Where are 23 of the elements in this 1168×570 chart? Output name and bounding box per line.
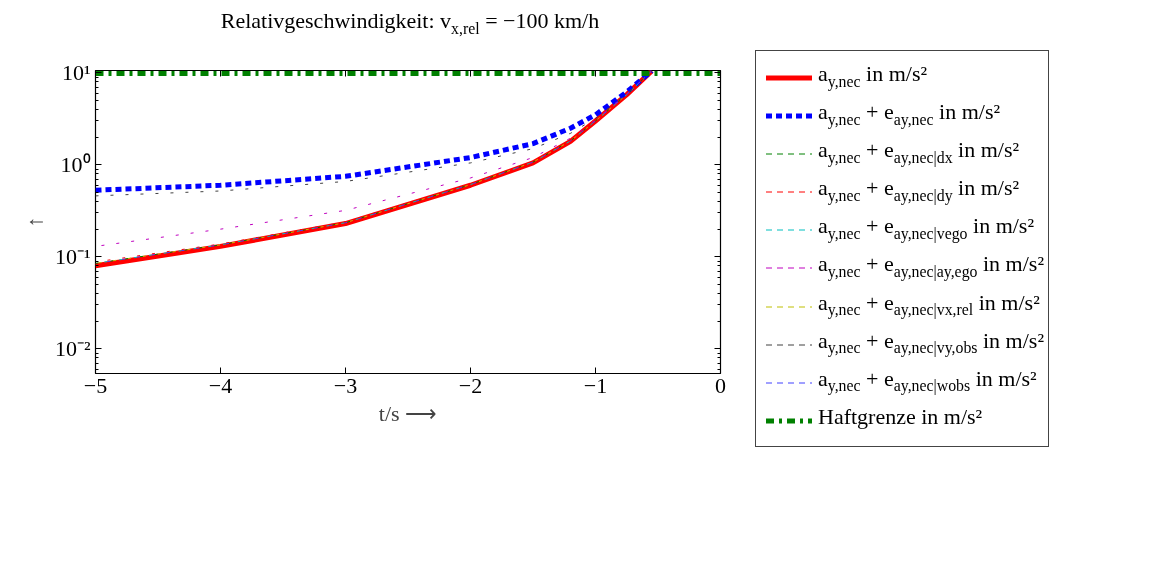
x-tick-label: −1 — [583, 372, 608, 398]
legend-label: a$_{y,nec}$ + e$_{ay,nec}$ in m/s² — [818, 98, 1002, 131]
legend-label: a$_{y,nec}$ + e$_{ay,nec|vego}$ in m/s² — [818, 212, 1036, 245]
x-tick-label: −2 — [458, 372, 483, 398]
x-tick-label: −4 — [208, 372, 233, 398]
x-axis-title: t/s ⟶ — [378, 400, 438, 426]
legend-label: a$_{y,nec}$ + e$_{ay,nec|dy}$ in m/s² — [818, 174, 1021, 207]
legend-label: a$_{y,nec}$ + e$_{ay,nec|vx,rel}$ in m/s² — [818, 288, 1041, 321]
legend-label: a$_{y,nec}$ + e$_{ay,nec|wobs}$ in m/s² — [818, 364, 1038, 397]
y-tick-label: 10⁰ — [60, 152, 91, 178]
legend-label: a$_{y,nec}$ + e$_{ay,nec|ay,ego}$ in m/s² — [818, 250, 1044, 283]
legend-label: a$_{y,nec}$ + e$_{ay,nec|vy,obs}$ in m/s² — [818, 326, 1044, 359]
y-axis-title: ↑ — [21, 216, 47, 228]
x-tick-label: 0 — [715, 372, 726, 398]
legend-label: a$_{y,nec}$ in m/s² — [818, 60, 929, 93]
legend-label: Haftgrenze in m/s² — [818, 402, 984, 431]
x-tick-label: −5 — [83, 372, 108, 398]
y-tick-label: 10⁻¹ — [54, 244, 91, 270]
chart-title: Relativgeschwindigkeit: v$_{x,rel}$ = −100 km/h — [219, 7, 601, 37]
legend-label: a$_{y,nec}$ + e$_{ay,nec|dx}$ in m/s² — [818, 136, 1021, 169]
x-tick-label: −3 — [333, 372, 358, 398]
y-tick-label: 10⁻² — [54, 336, 91, 362]
y-tick-label: 10¹ — [61, 60, 91, 86]
